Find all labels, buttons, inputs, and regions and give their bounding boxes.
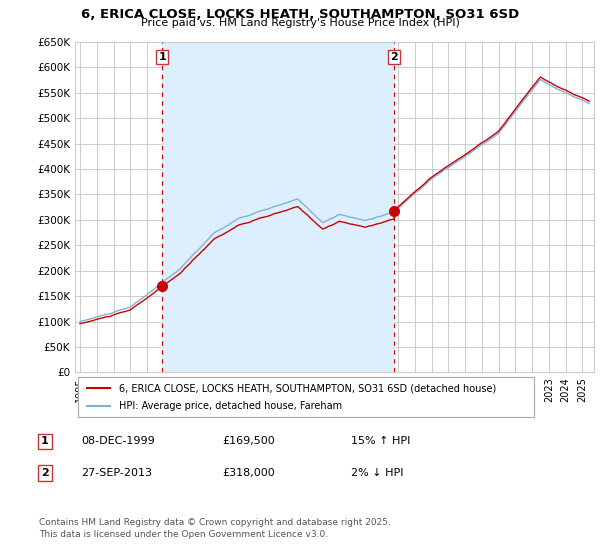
Bar xyxy=(163,42,394,372)
Text: 1: 1 xyxy=(41,436,49,446)
Text: 2% ↓ HPI: 2% ↓ HPI xyxy=(351,468,404,478)
Text: 27-SEP-2013: 27-SEP-2013 xyxy=(81,468,152,478)
Text: 2: 2 xyxy=(41,468,49,478)
Text: 15% ↑ HPI: 15% ↑ HPI xyxy=(351,436,410,446)
Text: 2: 2 xyxy=(390,52,398,62)
Text: HPI: Average price, detached house, Fareham: HPI: Average price, detached house, Fare… xyxy=(119,401,342,411)
Text: 6, ERICA CLOSE, LOCKS HEATH, SOUTHAMPTON, SO31 6SD (detached house): 6, ERICA CLOSE, LOCKS HEATH, SOUTHAMPTON… xyxy=(119,383,496,393)
Text: £169,500: £169,500 xyxy=(222,436,275,446)
Text: Price paid vs. HM Land Registry's House Price Index (HPI): Price paid vs. HM Land Registry's House … xyxy=(140,18,460,29)
Text: 6, ERICA CLOSE, LOCKS HEATH, SOUTHAMPTON, SO31 6SD: 6, ERICA CLOSE, LOCKS HEATH, SOUTHAMPTON… xyxy=(81,8,519,21)
Text: £318,000: £318,000 xyxy=(222,468,275,478)
Text: Contains HM Land Registry data © Crown copyright and database right 2025.
This d: Contains HM Land Registry data © Crown c… xyxy=(39,518,391,539)
Text: 1: 1 xyxy=(158,52,166,62)
Text: 08-DEC-1999: 08-DEC-1999 xyxy=(81,436,155,446)
